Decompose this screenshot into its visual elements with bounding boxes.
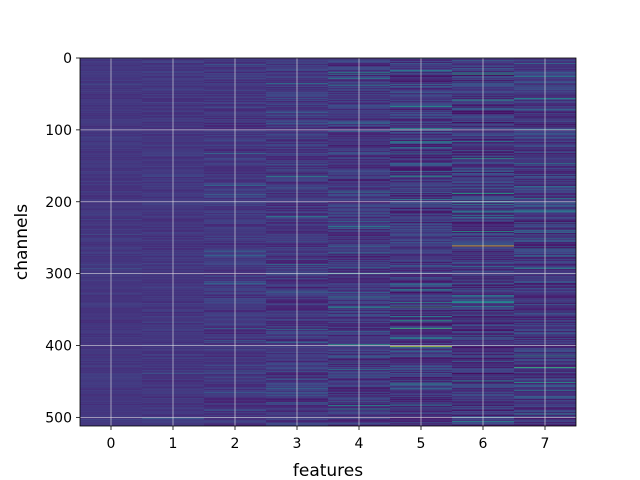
plot-frame bbox=[79, 57, 577, 427]
y-tick-label: 400 bbox=[45, 339, 72, 355]
x-tick-label: 6 bbox=[479, 436, 488, 452]
x-tick-label: 4 bbox=[355, 436, 364, 452]
y-tick-label: 200 bbox=[45, 195, 72, 211]
y-axis-label: channels bbox=[12, 204, 32, 280]
x-tick-label: 2 bbox=[231, 436, 240, 452]
heatmap-cells bbox=[80, 58, 576, 426]
x-tick-label: 5 bbox=[417, 436, 426, 452]
y-axis-ticks: 0 100 200 300 400 500 bbox=[45, 51, 80, 426]
y-tick-label: 300 bbox=[45, 267, 72, 283]
y-tick-label: 0 bbox=[63, 51, 72, 67]
gridlines bbox=[80, 57, 576, 426]
y-tick-label: 500 bbox=[45, 410, 72, 426]
x-tick-label: 1 bbox=[169, 436, 178, 452]
x-axis-ticks: 0 1 2 3 4 5 6 7 bbox=[107, 426, 550, 452]
x-tick-label: 0 bbox=[107, 436, 116, 452]
x-tick-label: 7 bbox=[541, 436, 550, 452]
y-tick-label: 100 bbox=[45, 123, 72, 139]
x-tick-label: 3 bbox=[293, 436, 302, 452]
x-axis-label: features bbox=[293, 461, 363, 480]
